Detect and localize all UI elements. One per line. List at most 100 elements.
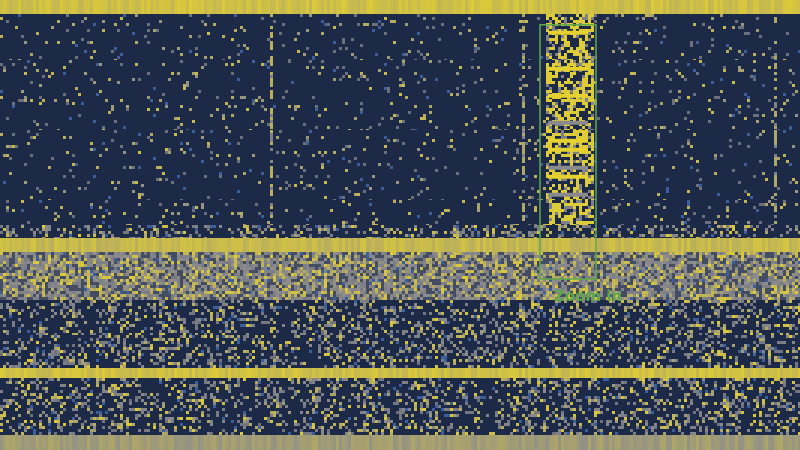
heatmap-cell xyxy=(294,261,297,264)
heatmap-cell xyxy=(597,238,600,252)
heatmap-cell xyxy=(639,41,642,44)
heatmap-cell xyxy=(669,130,672,133)
heatmap-cell xyxy=(489,238,492,252)
heatmap-cell xyxy=(471,270,474,273)
heatmap-cell xyxy=(297,255,300,258)
heatmap-cell xyxy=(243,261,246,264)
heatmap-cell xyxy=(132,255,135,258)
heatmap-cell xyxy=(84,238,87,252)
heatmap-cell xyxy=(261,215,264,218)
heatmap-cell xyxy=(447,270,450,273)
heatmap-cell xyxy=(471,255,474,258)
heatmap-cell xyxy=(51,238,54,252)
heatmap-cell xyxy=(30,258,33,261)
heatmap-cell xyxy=(708,120,711,123)
heatmap-cell xyxy=(261,264,264,267)
heatmap-cell xyxy=(294,105,297,108)
heatmap-cell xyxy=(237,0,240,14)
heatmap-cell xyxy=(543,270,546,273)
heatmap-cell xyxy=(174,117,177,120)
heatmap-cell xyxy=(252,267,255,270)
heatmap-cell xyxy=(588,261,591,264)
heatmap-cell xyxy=(576,136,579,139)
heatmap-cell xyxy=(387,90,390,93)
heatmap-cell xyxy=(159,258,162,261)
heatmap-cell xyxy=(585,63,588,66)
heatmap-cell xyxy=(537,264,540,267)
heatmap-cell xyxy=(507,270,510,273)
heatmap-cell xyxy=(678,238,681,252)
heatmap-cell xyxy=(450,60,453,63)
heatmap-cell xyxy=(564,261,567,264)
heatmap-cell xyxy=(228,252,231,255)
heatmap-cell xyxy=(579,50,582,53)
heatmap-cell xyxy=(372,212,375,215)
heatmap-cell xyxy=(567,218,570,221)
heatmap-cell xyxy=(399,231,402,234)
heatmap-cell xyxy=(519,20,522,23)
heatmap-cell xyxy=(573,53,576,56)
heatmap-cell xyxy=(192,270,195,273)
heatmap-cell xyxy=(504,270,507,273)
heatmap-cell xyxy=(558,258,561,261)
heatmap-cell xyxy=(78,114,81,117)
heatmap-cell xyxy=(516,255,519,258)
heatmap-cell xyxy=(24,264,27,267)
heatmap-cell xyxy=(384,261,387,264)
heatmap-cell xyxy=(564,264,567,267)
heatmap-cell xyxy=(417,175,420,178)
heatmap-cell xyxy=(714,238,717,252)
heatmap-cell xyxy=(639,234,642,237)
heatmap-cell xyxy=(372,258,375,261)
heatmap-cell xyxy=(54,258,57,261)
heatmap-cell xyxy=(588,117,591,120)
heatmap-cell xyxy=(753,270,756,273)
heatmap-cell xyxy=(69,0,72,14)
heatmap-cell xyxy=(345,72,348,75)
heatmap-cell xyxy=(294,264,297,267)
heatmap-cell xyxy=(558,178,561,181)
heatmap-cell xyxy=(312,255,315,258)
heatmap-cell xyxy=(591,255,594,258)
heatmap-cell xyxy=(534,209,537,212)
heatmap-cell xyxy=(72,261,75,264)
heatmap-cell xyxy=(252,0,255,14)
heatmap-cell xyxy=(279,258,282,261)
heatmap-cell xyxy=(102,221,105,224)
heatmap-cell xyxy=(3,154,6,157)
heatmap-cell xyxy=(123,258,126,261)
heatmap-cell xyxy=(519,238,522,252)
heatmap-cell xyxy=(717,267,720,270)
heatmap-cell xyxy=(312,252,315,255)
heatmap-cell xyxy=(87,267,90,270)
heatmap-cell xyxy=(342,41,345,44)
heatmap-cell xyxy=(702,258,705,261)
heatmap-cell xyxy=(231,212,234,215)
heatmap-cell xyxy=(573,267,576,270)
heatmap-cell xyxy=(477,264,480,267)
heatmap-cell xyxy=(375,264,378,267)
heatmap-cell xyxy=(666,75,669,78)
heatmap-cell xyxy=(39,56,42,59)
heatmap-cell xyxy=(339,261,342,264)
heatmap-cell xyxy=(597,267,600,270)
heatmap-cell xyxy=(738,69,741,72)
heatmap-cell xyxy=(312,261,315,264)
heatmap-cell xyxy=(783,252,786,255)
heatmap-cell xyxy=(114,0,117,14)
heatmap-cell xyxy=(183,172,186,175)
heatmap-cell xyxy=(0,225,3,228)
heatmap-cell xyxy=(168,261,171,264)
heatmap-cell xyxy=(744,200,747,203)
heatmap-cell xyxy=(177,238,180,252)
heatmap-cell xyxy=(228,154,231,157)
heatmap-cell xyxy=(558,209,561,212)
heatmap-cell xyxy=(552,221,555,224)
heatmap-cell xyxy=(51,26,54,29)
heatmap-cell xyxy=(573,50,576,53)
heatmap-cell xyxy=(564,133,567,136)
heatmap-cell xyxy=(57,258,60,261)
heatmap-cell xyxy=(459,0,462,14)
heatmap-cell xyxy=(432,238,435,252)
heatmap-cell xyxy=(468,252,471,255)
